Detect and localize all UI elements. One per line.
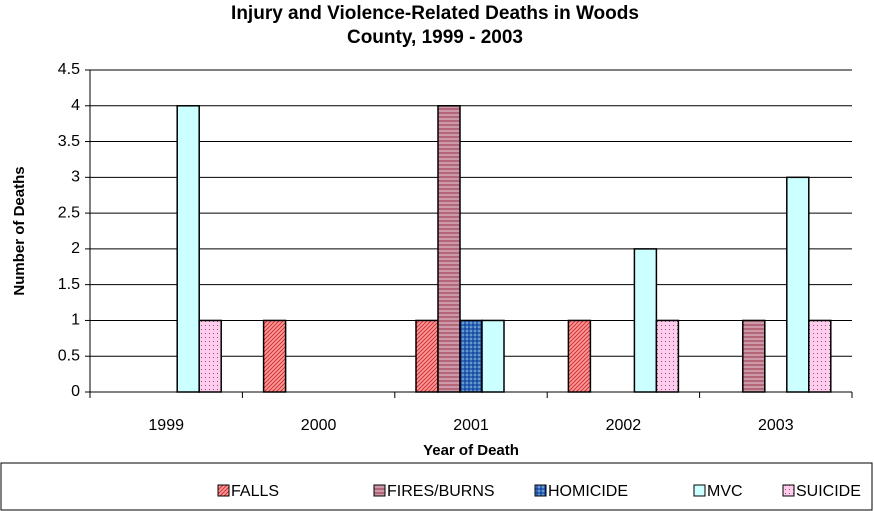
legend-swatch (534, 484, 547, 497)
bar (198, 319, 222, 393)
legend-swatch (217, 484, 230, 497)
y-tick-label: 1.5 (58, 276, 80, 293)
bar (655, 319, 680, 393)
bar (633, 248, 658, 393)
bar (786, 176, 810, 393)
bar (481, 319, 505, 393)
bar (415, 319, 439, 393)
y-tick-label: 2 (71, 240, 80, 257)
bar (567, 319, 592, 393)
bar (808, 319, 832, 393)
bar (459, 319, 483, 393)
y-tick-label: 4.5 (58, 61, 80, 78)
y-axis-label: Number of Deaths (11, 166, 28, 295)
legend-label: MVC (707, 483, 743, 500)
x-tick-label: 2000 (301, 417, 337, 434)
legend-label: FIRES/BURNS (387, 483, 495, 500)
bar (262, 319, 287, 393)
y-tick-label: 3 (71, 169, 80, 186)
x-tick-label: 1999 (148, 417, 184, 434)
bar (437, 105, 461, 393)
legend-box (0, 462, 873, 511)
x-tick-label: 2001 (453, 417, 489, 434)
legend-label: HOMICIDE (548, 483, 628, 500)
y-tick-label: 3.5 (58, 133, 80, 150)
chart-title: Injury and Violence-Related Deaths in Wo… (231, 3, 639, 48)
y-tick-label: 0.5 (58, 347, 80, 364)
y-tick-label: 0 (71, 383, 80, 400)
legend-swatch (782, 484, 795, 497)
y-tick-label: 2.5 (58, 204, 80, 221)
legend-label: SUICIDE (796, 483, 861, 500)
x-tick-label: 2002 (606, 417, 642, 434)
y-tick-label: 1 (71, 312, 80, 329)
bar (742, 319, 766, 393)
x-tick-label: 2003 (758, 417, 794, 434)
bar (176, 105, 200, 393)
legend-swatch (693, 484, 706, 497)
legend-swatch (373, 484, 386, 497)
x-axis-label: Year of Death (423, 442, 519, 459)
y-tick-label: 4 (71, 97, 80, 114)
legend-label: FALLS (231, 483, 279, 500)
